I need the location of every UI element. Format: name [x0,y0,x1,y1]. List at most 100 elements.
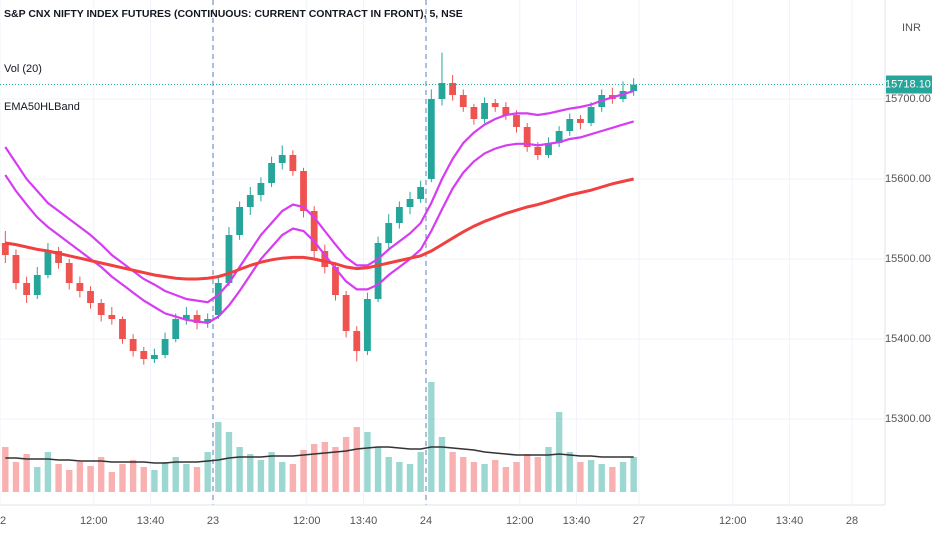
volume-bar [609,467,616,492]
indicator-label: EMA50HLBand [4,101,80,113]
candle-body [225,235,233,283]
candle-body [55,251,62,263]
volume-bar [66,470,73,492]
x-tick-label: 13:40 [137,515,165,527]
volume-bar [428,382,435,492]
candle-body [129,339,137,351]
x-tick-label: 13:40 [350,515,378,527]
candle-body [23,283,31,295]
volume-bar [87,466,94,492]
x-tick-label: 12:00 [293,515,321,527]
candle-body [364,299,371,351]
candle-body [12,255,20,283]
candle-body [513,115,520,127]
volume-bar [417,452,424,492]
volume-bar [492,460,499,492]
candle-body [246,195,254,207]
candle-body [427,99,435,179]
volume-bar [76,462,84,492]
candle-body [534,147,542,155]
volume-bar [2,447,9,492]
candle-body [481,103,488,119]
x-tick-label: 12:00 [80,515,108,527]
candle-body [566,119,574,131]
candle-body [470,107,478,119]
candle-body [214,283,222,315]
x-tick-label: 12:00 [506,515,534,527]
volume-bar [385,457,392,492]
currency-label: INR [902,22,921,34]
volume-bar [172,457,179,492]
volume-bar [481,464,488,492]
candle-body [44,251,52,275]
volume-bar [300,450,307,492]
volume-bar [161,462,169,492]
candle-body [310,211,318,251]
candle-body [33,275,41,295]
volume-bar [460,457,467,492]
x-tick-label: 27 [633,515,645,527]
x-tick-label: 13:40 [563,515,591,527]
candle-body [385,223,393,243]
volume-bar [108,472,116,492]
last-price-box [886,75,932,94]
last-price-label: 15718.10 [885,78,931,90]
volume-bar [23,454,30,492]
volume-bar [236,447,243,492]
volume-bar [183,464,190,492]
volume-bar [204,452,211,492]
volume-bar [310,444,318,492]
candle-body [97,303,105,315]
volume-bar [140,467,147,492]
candle-body [204,319,212,323]
candle-body [374,243,382,299]
candle-body [1,243,9,255]
y-tick-label: 15700.00 [885,93,931,105]
candle-body [289,155,297,171]
volume-bar [513,462,520,492]
candle-body [332,267,339,295]
candle-body [395,207,403,223]
volume-bar [34,467,41,492]
volume-bar [545,447,552,492]
volume-bar [364,432,371,492]
candle-body [459,95,467,107]
volume-bar [587,460,595,492]
x-tick-label: 24 [420,515,432,527]
candle-body [268,163,275,183]
candle-body [587,107,595,123]
candle-body [502,107,510,115]
volume-bar [321,442,329,492]
volume-bar [396,462,403,492]
volume-bar [97,457,105,492]
candle-body [236,207,244,235]
candle-body [140,351,148,359]
volume-bar [12,462,20,492]
candle-body [491,103,499,107]
band-line [5,177,635,281]
volume-bar [119,464,126,492]
volume-bar [44,452,52,492]
volume-bar [406,464,414,492]
candle-body [119,319,126,339]
volume-bar [502,467,510,492]
candle-body [630,84,638,91]
y-tick-label: 15600.00 [885,173,931,185]
volume-bar [555,412,563,492]
volume-ma-line [5,446,634,464]
volume-bar [289,464,297,492]
candle-body [321,251,329,267]
volume-bar [438,437,446,492]
candle-body [523,127,531,147]
volume-bar [470,462,478,492]
volume-bar [619,462,627,492]
volume-bar [55,464,62,492]
candle-body [172,319,180,339]
x-tick-label: 2 [0,515,6,527]
candle-body [193,315,201,323]
candle-body [278,155,286,163]
x-tick-label: 12:00 [719,515,747,527]
y-tick-label: 15400.00 [885,333,931,345]
volume-bar [630,457,637,492]
